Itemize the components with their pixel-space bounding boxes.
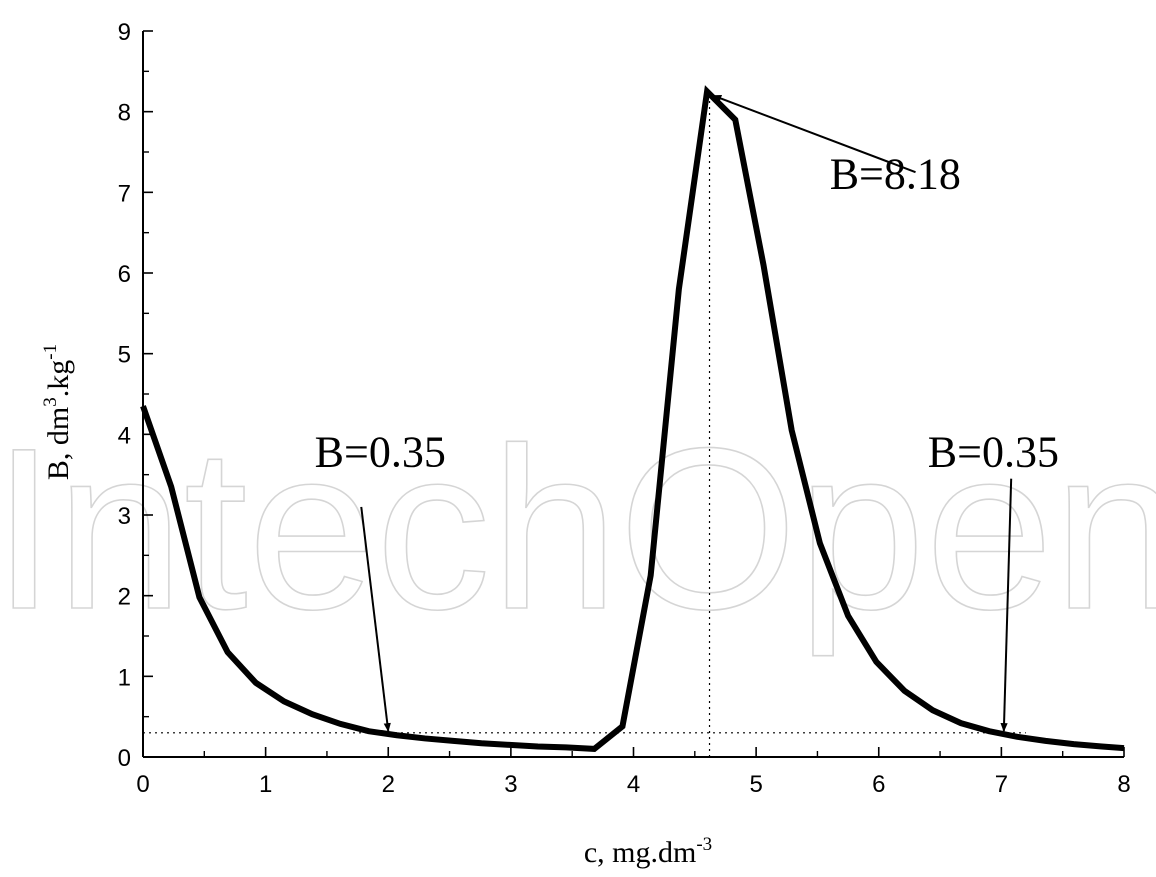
- x-tick-label: 1: [259, 771, 272, 798]
- y-tick-label: 9: [118, 19, 131, 46]
- y-tick-label: 8: [118, 100, 131, 127]
- annotation-arrow: [360, 506, 391, 733]
- series-line: [140, 85, 1125, 752]
- annotation-label: B=0.35: [928, 428, 1059, 477]
- data-series: [140, 85, 1125, 752]
- x-tick-label: 3: [504, 771, 517, 798]
- x-axis-title-superscript: -3: [696, 834, 712, 855]
- x-tick-label: 0: [136, 771, 149, 798]
- annotation-arrow: [712, 94, 916, 174]
- y-axis-title-superscript-1: 3: [40, 397, 61, 407]
- x-axis-title-text: c, mg.dm: [584, 836, 697, 869]
- x-tick-label: 8: [1117, 771, 1130, 798]
- x-tick-label: 5: [749, 771, 762, 798]
- y-tick-label: 4: [118, 422, 131, 449]
- y-axis-title-prefix: B, dm: [42, 407, 75, 480]
- y-axis-title-middle: .kg: [42, 360, 75, 398]
- reference-lines: [143, 99, 1026, 757]
- y-tick-label: 6: [118, 261, 131, 288]
- axes: 0 1 2 3 4 5 6 7 8 0 1 2 3 4 5 6 7 8 9: [118, 19, 1131, 798]
- annotation-label: B=0.35: [315, 428, 446, 477]
- x-axis-title: c, mg.dm-3: [584, 834, 712, 869]
- y-tick-label: 7: [118, 180, 131, 207]
- y-tick-label: 2: [118, 584, 131, 611]
- annotations: B=8.18 B=0.35 B=0.35: [315, 94, 1059, 733]
- watermark-logo: IntechOpen: [0, 400, 1156, 657]
- x-tick-label: 7: [995, 771, 1008, 798]
- x-tick-label: 6: [872, 771, 885, 798]
- y-tick-label: 1: [118, 664, 131, 691]
- y-tick-label: 5: [118, 342, 131, 369]
- x-tick-label: 4: [627, 771, 640, 798]
- y-axis-title: B, dm3.kg-1: [40, 344, 75, 480]
- y-tick-label: 0: [118, 745, 131, 772]
- y-tick-label: 3: [118, 503, 131, 530]
- x-tick-label: 2: [382, 771, 395, 798]
- annotation-label: B=8.18: [830, 149, 961, 198]
- annotation-arrow: [1000, 478, 1013, 733]
- y-axis-title-superscript-2: -1: [40, 344, 61, 360]
